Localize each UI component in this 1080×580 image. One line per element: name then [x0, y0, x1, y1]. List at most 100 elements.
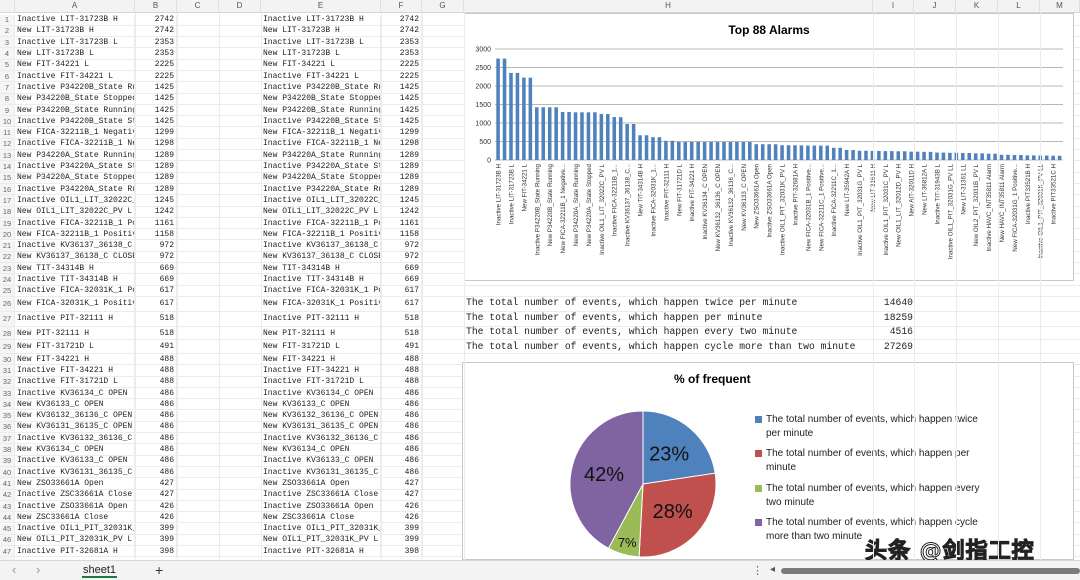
row-number[interactable]: 41	[0, 478, 15, 489]
alarm-name-cell[interactable]: Inactive ZSC33661A Close	[15, 489, 135, 500]
column-header-l[interactable]: L	[998, 0, 1040, 12]
count-cell[interactable]: 488	[381, 376, 422, 387]
count-cell[interactable]: 1158	[135, 229, 177, 240]
alarm-name-cell[interactable]: Inactive FIT-31721D L	[15, 376, 135, 387]
row-number[interactable]: 6	[0, 71, 15, 82]
alarm-name-cell[interactable]: New ZSC33661A Close	[261, 512, 381, 523]
alarm-name-cell[interactable]: New FICA-32211B_1 Positiv	[263, 229, 381, 240]
count-cell[interactable]: 399	[381, 523, 422, 534]
column-header-b[interactable]: B	[135, 0, 177, 12]
row-number[interactable]: 28	[0, 326, 15, 340]
row-number[interactable]: 18	[0, 206, 15, 217]
alarm-name-cell[interactable]: New FIT-34221 H	[15, 354, 135, 365]
count-cell[interactable]: 426	[135, 500, 177, 512]
alarm-name-cell[interactable]: New FICA-32211B_1 Positiv	[17, 229, 135, 240]
alarm-name-cell[interactable]: New PIT-32111 H	[15, 326, 135, 340]
row-number[interactable]: 16	[0, 184, 15, 195]
count-cell[interactable]: 1289	[135, 172, 177, 183]
count-cell[interactable]: 669	[381, 263, 422, 274]
column-header-i[interactable]: I	[873, 0, 914, 12]
row-number[interactable]: 10	[0, 116, 15, 127]
count-cell[interactable]: 1425	[381, 116, 422, 127]
alarm-name-cell[interactable]: New ZSO33661A Open	[261, 478, 381, 489]
count-cell[interactable]: 488	[135, 354, 177, 365]
alarm-name-cell[interactable]: Inactive P34220A_State Ru	[17, 184, 135, 195]
alarm-name-cell[interactable]: Inactive FIT-31721D L	[261, 376, 381, 387]
count-cell[interactable]: 518	[135, 326, 177, 340]
count-cell[interactable]: 486	[135, 444, 177, 455]
row-number[interactable]: 24	[0, 274, 15, 285]
count-cell[interactable]: 1245	[135, 195, 177, 206]
count-cell[interactable]: 491	[135, 340, 177, 354]
row-number[interactable]: 36	[0, 421, 15, 433]
count-cell[interactable]: 488	[135, 365, 177, 376]
count-cell[interactable]: 617	[135, 297, 177, 311]
row-number[interactable]: 47	[0, 546, 15, 557]
alarm-name-cell[interactable]: New KV36133_C OPEN	[15, 399, 135, 410]
count-cell[interactable]: 1299	[381, 127, 422, 138]
alarm-name-cell[interactable]: New KV36131_36135_C OPEN	[261, 421, 381, 433]
alarm-name-cell[interactable]: Inactive KV36131_36135_C	[261, 467, 381, 478]
count-cell[interactable]: 426	[381, 512, 422, 523]
select-all-corner[interactable]	[0, 0, 15, 12]
alarm-name-cell[interactable]: Inactive LIT-31723B L	[261, 37, 381, 48]
row-number[interactable]: 22	[0, 251, 15, 263]
row-number[interactable]: 48	[0, 557, 15, 560]
count-cell[interactable]: 426	[381, 500, 422, 512]
alarm-name-cell[interactable]: New P34220A_State Running	[263, 150, 381, 161]
count-cell[interactable]: 1298	[135, 138, 177, 150]
alarm-name-cell[interactable]: Inactive FIT-34221 H	[15, 365, 135, 376]
row-number[interactable]: 19	[0, 217, 15, 229]
count-cell[interactable]: 1299	[135, 127, 177, 138]
count-cell[interactable]: 1425	[381, 104, 422, 116]
alarm-name-cell[interactable]: Inactive P34220A_State Ru	[263, 184, 381, 195]
alarm-name-cell[interactable]: New P34220B_State Stopped	[17, 93, 135, 104]
alarm-name-cell[interactable]: Inactive PIT-32681A H	[261, 546, 381, 557]
alarm-name-cell[interactable]: Inactive ZSC33661A Close	[261, 489, 381, 500]
column-header-f[interactable]: F	[381, 0, 422, 12]
alarm-name-cell[interactable]: Inactive KV36132_36136_C	[261, 433, 381, 444]
column-header-c[interactable]: C	[177, 0, 219, 12]
count-cell[interactable]: 1289	[381, 184, 422, 195]
add-sheet-button[interactable]: +	[155, 562, 164, 578]
count-cell[interactable]: 669	[381, 274, 422, 285]
alarm-name-cell[interactable]: New OIL1_PIT_32031K_PV L	[261, 534, 381, 546]
count-cell[interactable]: 2225	[135, 71, 177, 82]
alarm-name-cell[interactable]: Inactive FIT-34221 L	[261, 71, 381, 82]
count-cell[interactable]: 972	[381, 251, 422, 263]
count-cell[interactable]: 617	[381, 297, 422, 311]
alarm-name-cell[interactable]: New P34220B_State Stopped	[263, 93, 381, 104]
count-cell[interactable]: 488	[381, 365, 422, 376]
alarm-name-cell[interactable]: New OIL1_LIT_32022C_PV L	[15, 206, 135, 217]
alarm-name-cell[interactable]: New LIT-31723B L	[261, 48, 381, 59]
more-options-icon[interactable]: ⋮	[752, 565, 763, 577]
row-number[interactable]: 7	[0, 82, 15, 93]
column-header-e[interactable]: E	[261, 0, 381, 12]
alarm-name-cell[interactable]: New PIT-32111 H	[261, 326, 381, 340]
alarm-name-cell[interactable]: Inactive OIL1_LIT_32022C_	[263, 195, 381, 206]
alarm-name-cell[interactable]: New KV36137_36138_C CLOSE	[17, 251, 135, 263]
row-number[interactable]: 23	[0, 263, 15, 274]
row-number[interactable]: 46	[0, 534, 15, 546]
count-cell[interactable]: 427	[381, 478, 422, 489]
alarm-name-cell[interactable]: New OIL1_LIT_32022C_PV L	[261, 206, 381, 217]
count-cell[interactable]: 2353	[135, 37, 177, 48]
alarm-name-cell[interactable]: New FIT-31721D L	[261, 340, 381, 354]
alarm-name-cell[interactable]: New FICA-32211B_1 Negativ	[17, 127, 135, 138]
row-number[interactable]: 38	[0, 444, 15, 455]
row-number[interactable]: 33	[0, 387, 15, 399]
row-number[interactable]: 15	[0, 172, 15, 183]
alarm-name-cell[interactable]: Inactive KV36134_C OPEN	[15, 387, 135, 399]
count-cell[interactable]: 518	[135, 311, 177, 326]
alarm-name-cell[interactable]: Inactive ZSO33661A Open	[15, 500, 135, 512]
count-cell[interactable]: 972	[135, 251, 177, 263]
alarm-name-cell[interactable]: Inactive P34220B_State St	[263, 116, 381, 127]
alarm-name-cell[interactable]: New KV36133_C OPEN	[261, 399, 381, 410]
alarm-name-cell[interactable]: New KV36137_36138_C CLOSE	[263, 251, 381, 263]
count-cell[interactable]: 486	[381, 433, 422, 444]
count-cell[interactable]: 486	[381, 467, 422, 478]
alarm-name-cell[interactable]: New FIT-34221 L	[261, 59, 381, 70]
count-cell[interactable]: 1242	[135, 206, 177, 217]
count-cell[interactable]: 2353	[135, 48, 177, 59]
alarm-name-cell[interactable]: New KV36134_C OPEN	[261, 444, 381, 455]
